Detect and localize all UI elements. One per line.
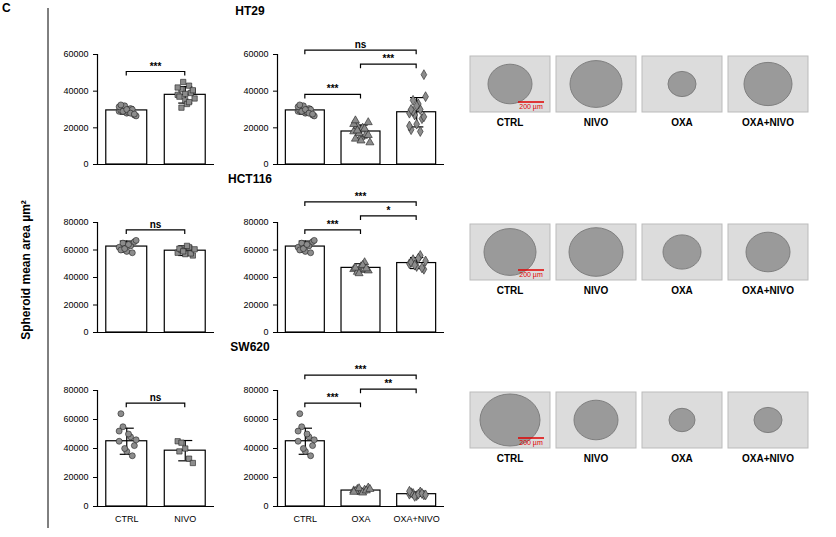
svg-text:80000: 80000 [243,385,268,395]
svg-text:200 µm: 200 µm [519,439,543,447]
svg-text:60000: 60000 [243,414,268,424]
svg-text:CTRL: CTRL [497,117,524,128]
svg-text:20000: 20000 [243,123,268,133]
svg-text:80000: 80000 [63,217,88,227]
svg-text:***: *** [327,83,339,94]
svg-text:40000: 40000 [243,443,268,453]
svg-text:40000: 40000 [243,272,268,282]
svg-text:OXA: OXA [671,285,693,296]
svg-text:CTRL: CTRL [115,514,139,524]
svg-text:OXA: OXA [351,514,370,524]
svg-text:C: C [2,1,11,15]
svg-text:60000: 60000 [63,49,88,59]
svg-text:60000: 60000 [243,49,268,59]
svg-text:NIVO: NIVO [584,453,609,464]
svg-text:40000: 40000 [63,272,88,282]
svg-text:0: 0 [263,501,268,511]
svg-text:CTRL: CTRL [497,285,524,296]
html-text:SW620: SW620 [230,340,270,354]
html-text:HCT116: HCT116 [228,172,272,186]
svg-text:0: 0 [263,159,268,169]
svg-text:***: *** [150,61,162,72]
svg-text:OXA: OXA [671,117,693,128]
svg-text:CTRL: CTRL [497,453,524,464]
svg-text:***: *** [355,191,367,202]
svg-text:200 µm: 200 µm [519,103,543,111]
svg-text:0: 0 [263,327,268,337]
svg-text:**: ** [384,378,392,389]
svg-text:20000: 20000 [63,123,88,133]
svg-text:200 µm: 200 µm [519,271,543,279]
svg-text:0: 0 [83,501,88,511]
svg-text:40000: 40000 [63,86,88,96]
svg-text:CTRL: CTRL [294,514,318,524]
svg-text:60000: 60000 [63,245,88,255]
svg-text:***: *** [382,53,394,64]
svg-text:NIVO: NIVO [584,117,609,128]
svg-text:OXA: OXA [671,453,693,464]
svg-text:Spheroid mean area µm²: Spheroid mean area µm² [19,200,33,340]
svg-text:ns: ns [355,39,367,50]
svg-text:0: 0 [83,159,88,169]
html-text:HT29: HT29 [235,4,265,18]
svg-text:40000: 40000 [243,86,268,96]
svg-text:NIVO: NIVO [174,514,196,524]
svg-text:20000: 20000 [243,472,268,482]
svg-text:ns: ns [150,219,162,230]
svg-text:20000: 20000 [63,472,88,482]
svg-text:60000: 60000 [243,245,268,255]
svg-text:***: *** [327,219,339,230]
svg-text:80000: 80000 [63,385,88,395]
svg-text:***: *** [327,392,339,403]
svg-text:OXA+NIVO: OXA+NIVO [742,285,794,296]
svg-text:60000: 60000 [63,414,88,424]
svg-text:OXA+NIVO: OXA+NIVO [742,117,794,128]
svg-text:***: *** [355,364,367,375]
svg-text:80000: 80000 [243,217,268,227]
svg-text:OXA+NIVO: OXA+NIVO [394,514,440,524]
svg-text:20000: 20000 [63,300,88,310]
svg-text:*: * [386,205,390,216]
svg-text:ns: ns [150,392,162,403]
svg-text:40000: 40000 [63,443,88,453]
svg-text:0: 0 [83,327,88,337]
svg-text:OXA+NIVO: OXA+NIVO [742,453,794,464]
svg-text:NIVO: NIVO [584,285,609,296]
svg-text:20000: 20000 [243,300,268,310]
